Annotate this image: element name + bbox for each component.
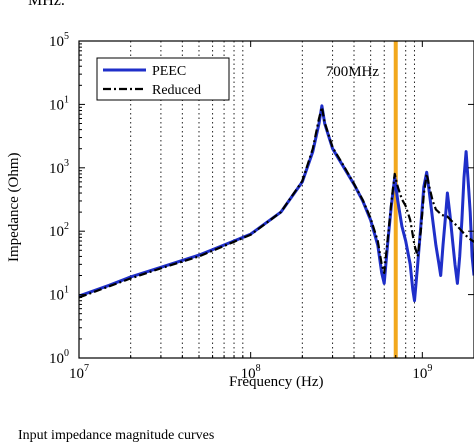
impedance-chart: 107 108 109 100 101 102 103 101 105 PEEC Reduced… — [6, 31, 474, 390]
y-axis-label: Impedance (Ohm) — [6, 152, 22, 262]
y-tick-label: 103 — [49, 158, 69, 177]
y-tick-label: 100 — [49, 348, 69, 367]
axis-ticks: 107 108 109 100 101 102 103 101 105 — [49, 31, 474, 382]
figure-caption: Input impedance magnitude curves — [18, 428, 215, 443]
y-tick-label: 102 — [49, 221, 69, 240]
legend-label-reduced: Reduced — [152, 83, 201, 98]
plot-frame — [78, 40, 474, 359]
y-tick-label: 101 — [49, 285, 69, 304]
legend-label-peec: PEEC — [152, 64, 186, 79]
legend: PEEC Reduced — [96, 57, 230, 101]
y-tick-label: 101 — [49, 94, 69, 113]
legend-box — [96, 57, 230, 101]
x-axis-label: Frequency (Hz) — [229, 374, 324, 390]
marker-annotation: 700MHz — [326, 64, 380, 80]
top-text: MHz. — [28, 0, 65, 9]
series-line-reduced — [78, 106, 474, 299]
x-tick-label: 107 — [69, 363, 89, 382]
y-tick-label: 105 — [49, 31, 69, 50]
data-series — [78, 104, 474, 303]
x-tick-label: 108 — [241, 363, 261, 382]
x-tick-label: 109 — [412, 363, 432, 382]
grid-lines — [130, 41, 474, 358]
